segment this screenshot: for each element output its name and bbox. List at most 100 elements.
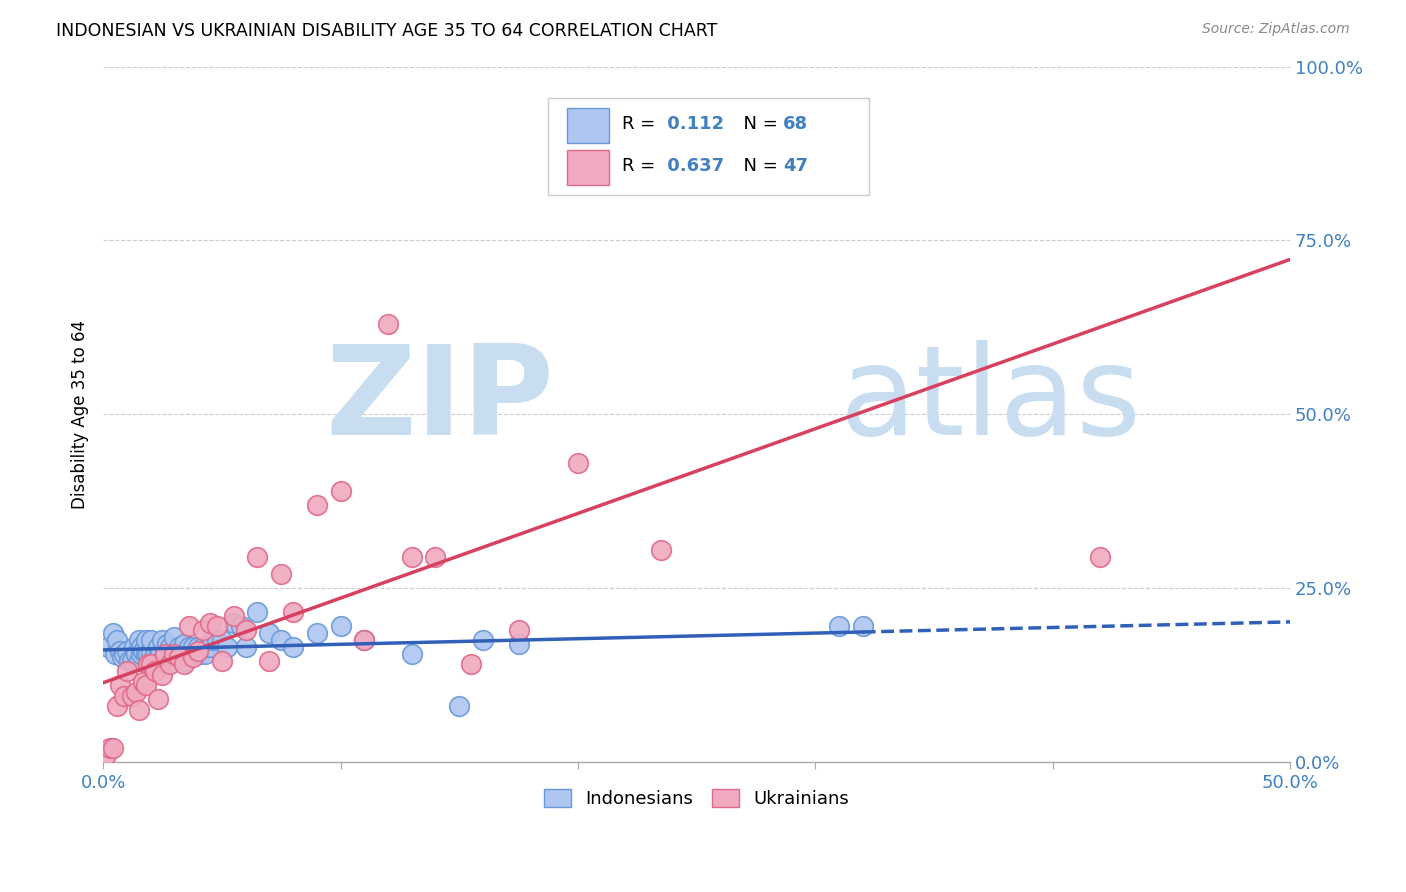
- Text: 0.112: 0.112: [661, 115, 724, 133]
- Point: [108, 643, 131, 657]
- Point: [425, 549, 447, 564]
- Point: [183, 640, 205, 654]
- Point: [222, 608, 245, 623]
- Point: [205, 633, 228, 648]
- Point: [471, 633, 494, 648]
- Point: [167, 650, 190, 665]
- Point: [281, 605, 304, 619]
- Point: [125, 685, 148, 699]
- Point: [153, 647, 176, 661]
- Y-axis label: Disability Age 35 to 64: Disability Age 35 to 64: [72, 319, 89, 508]
- Point: [152, 654, 174, 668]
- Text: atlas: atlas: [839, 340, 1142, 461]
- Point: [159, 640, 181, 654]
- Point: [135, 633, 157, 648]
- Point: [191, 623, 214, 637]
- Point: [122, 640, 145, 654]
- Point: [101, 740, 124, 755]
- Point: [135, 647, 157, 661]
- Point: [132, 674, 155, 689]
- Point: [828, 619, 851, 633]
- Point: [211, 633, 233, 648]
- Point: [163, 647, 186, 661]
- Point: [460, 657, 482, 672]
- Point: [121, 654, 143, 668]
- Point: [115, 665, 138, 679]
- Point: [149, 647, 172, 661]
- Point: [97, 640, 120, 654]
- Point: [173, 637, 195, 651]
- Point: [246, 605, 269, 619]
- Point: [329, 619, 352, 633]
- Point: [229, 619, 252, 633]
- Point: [377, 317, 399, 331]
- Point: [143, 665, 166, 679]
- Point: [449, 699, 471, 714]
- Point: [139, 657, 162, 672]
- Point: [259, 626, 281, 640]
- Point: [115, 643, 138, 657]
- Point: [401, 647, 423, 661]
- Text: R =: R =: [621, 157, 661, 176]
- Point: [125, 647, 148, 661]
- Point: [205, 619, 228, 633]
- Text: R =: R =: [621, 115, 661, 133]
- Point: [191, 640, 214, 654]
- Text: 68: 68: [783, 115, 808, 133]
- Point: [108, 678, 131, 692]
- Point: [180, 647, 202, 661]
- Point: [152, 633, 174, 648]
- Point: [281, 640, 304, 654]
- Point: [190, 647, 212, 661]
- Point: [139, 647, 162, 661]
- Point: [136, 647, 159, 661]
- Point: [160, 647, 183, 661]
- Point: [156, 637, 179, 651]
- Point: [222, 615, 245, 630]
- Point: [177, 619, 200, 633]
- Point: [114, 689, 136, 703]
- Point: [167, 640, 190, 654]
- Point: [105, 633, 128, 648]
- Point: [305, 626, 328, 640]
- Point: [329, 483, 352, 498]
- Point: [94, 747, 117, 762]
- Point: [135, 678, 157, 692]
- Text: Source: ZipAtlas.com: Source: ZipAtlas.com: [1202, 22, 1350, 37]
- Point: [259, 654, 281, 668]
- Text: N =: N =: [733, 157, 783, 176]
- Text: 47: 47: [783, 157, 808, 176]
- Text: N =: N =: [733, 115, 783, 133]
- Point: [194, 647, 217, 661]
- Point: [174, 654, 197, 668]
- Point: [852, 619, 875, 633]
- Point: [270, 633, 292, 648]
- Point: [173, 657, 195, 672]
- Point: [650, 542, 672, 557]
- Point: [146, 692, 169, 706]
- Point: [104, 647, 127, 661]
- Point: [211, 654, 233, 668]
- Text: INDONESIAN VS UKRAINIAN DISABILITY AGE 35 TO 64 CORRELATION CHART: INDONESIAN VS UKRAINIAN DISABILITY AGE 3…: [56, 22, 717, 40]
- Point: [142, 654, 165, 668]
- Point: [567, 456, 589, 470]
- Point: [508, 623, 530, 637]
- Point: [270, 567, 292, 582]
- Point: [353, 633, 375, 648]
- Point: [198, 615, 221, 630]
- Point: [170, 643, 193, 657]
- Point: [197, 640, 219, 654]
- Point: [143, 647, 166, 661]
- FancyBboxPatch shape: [567, 108, 609, 143]
- Point: [305, 498, 328, 512]
- Legend: Indonesians, Ukrainians: Indonesians, Ukrainians: [537, 781, 856, 815]
- Text: 0.637: 0.637: [661, 157, 724, 176]
- Point: [1088, 549, 1111, 564]
- Point: [756, 143, 779, 157]
- Point: [159, 657, 181, 672]
- Point: [146, 640, 169, 654]
- Point: [132, 643, 155, 657]
- Point: [163, 630, 186, 644]
- Point: [111, 650, 134, 665]
- Point: [215, 640, 238, 654]
